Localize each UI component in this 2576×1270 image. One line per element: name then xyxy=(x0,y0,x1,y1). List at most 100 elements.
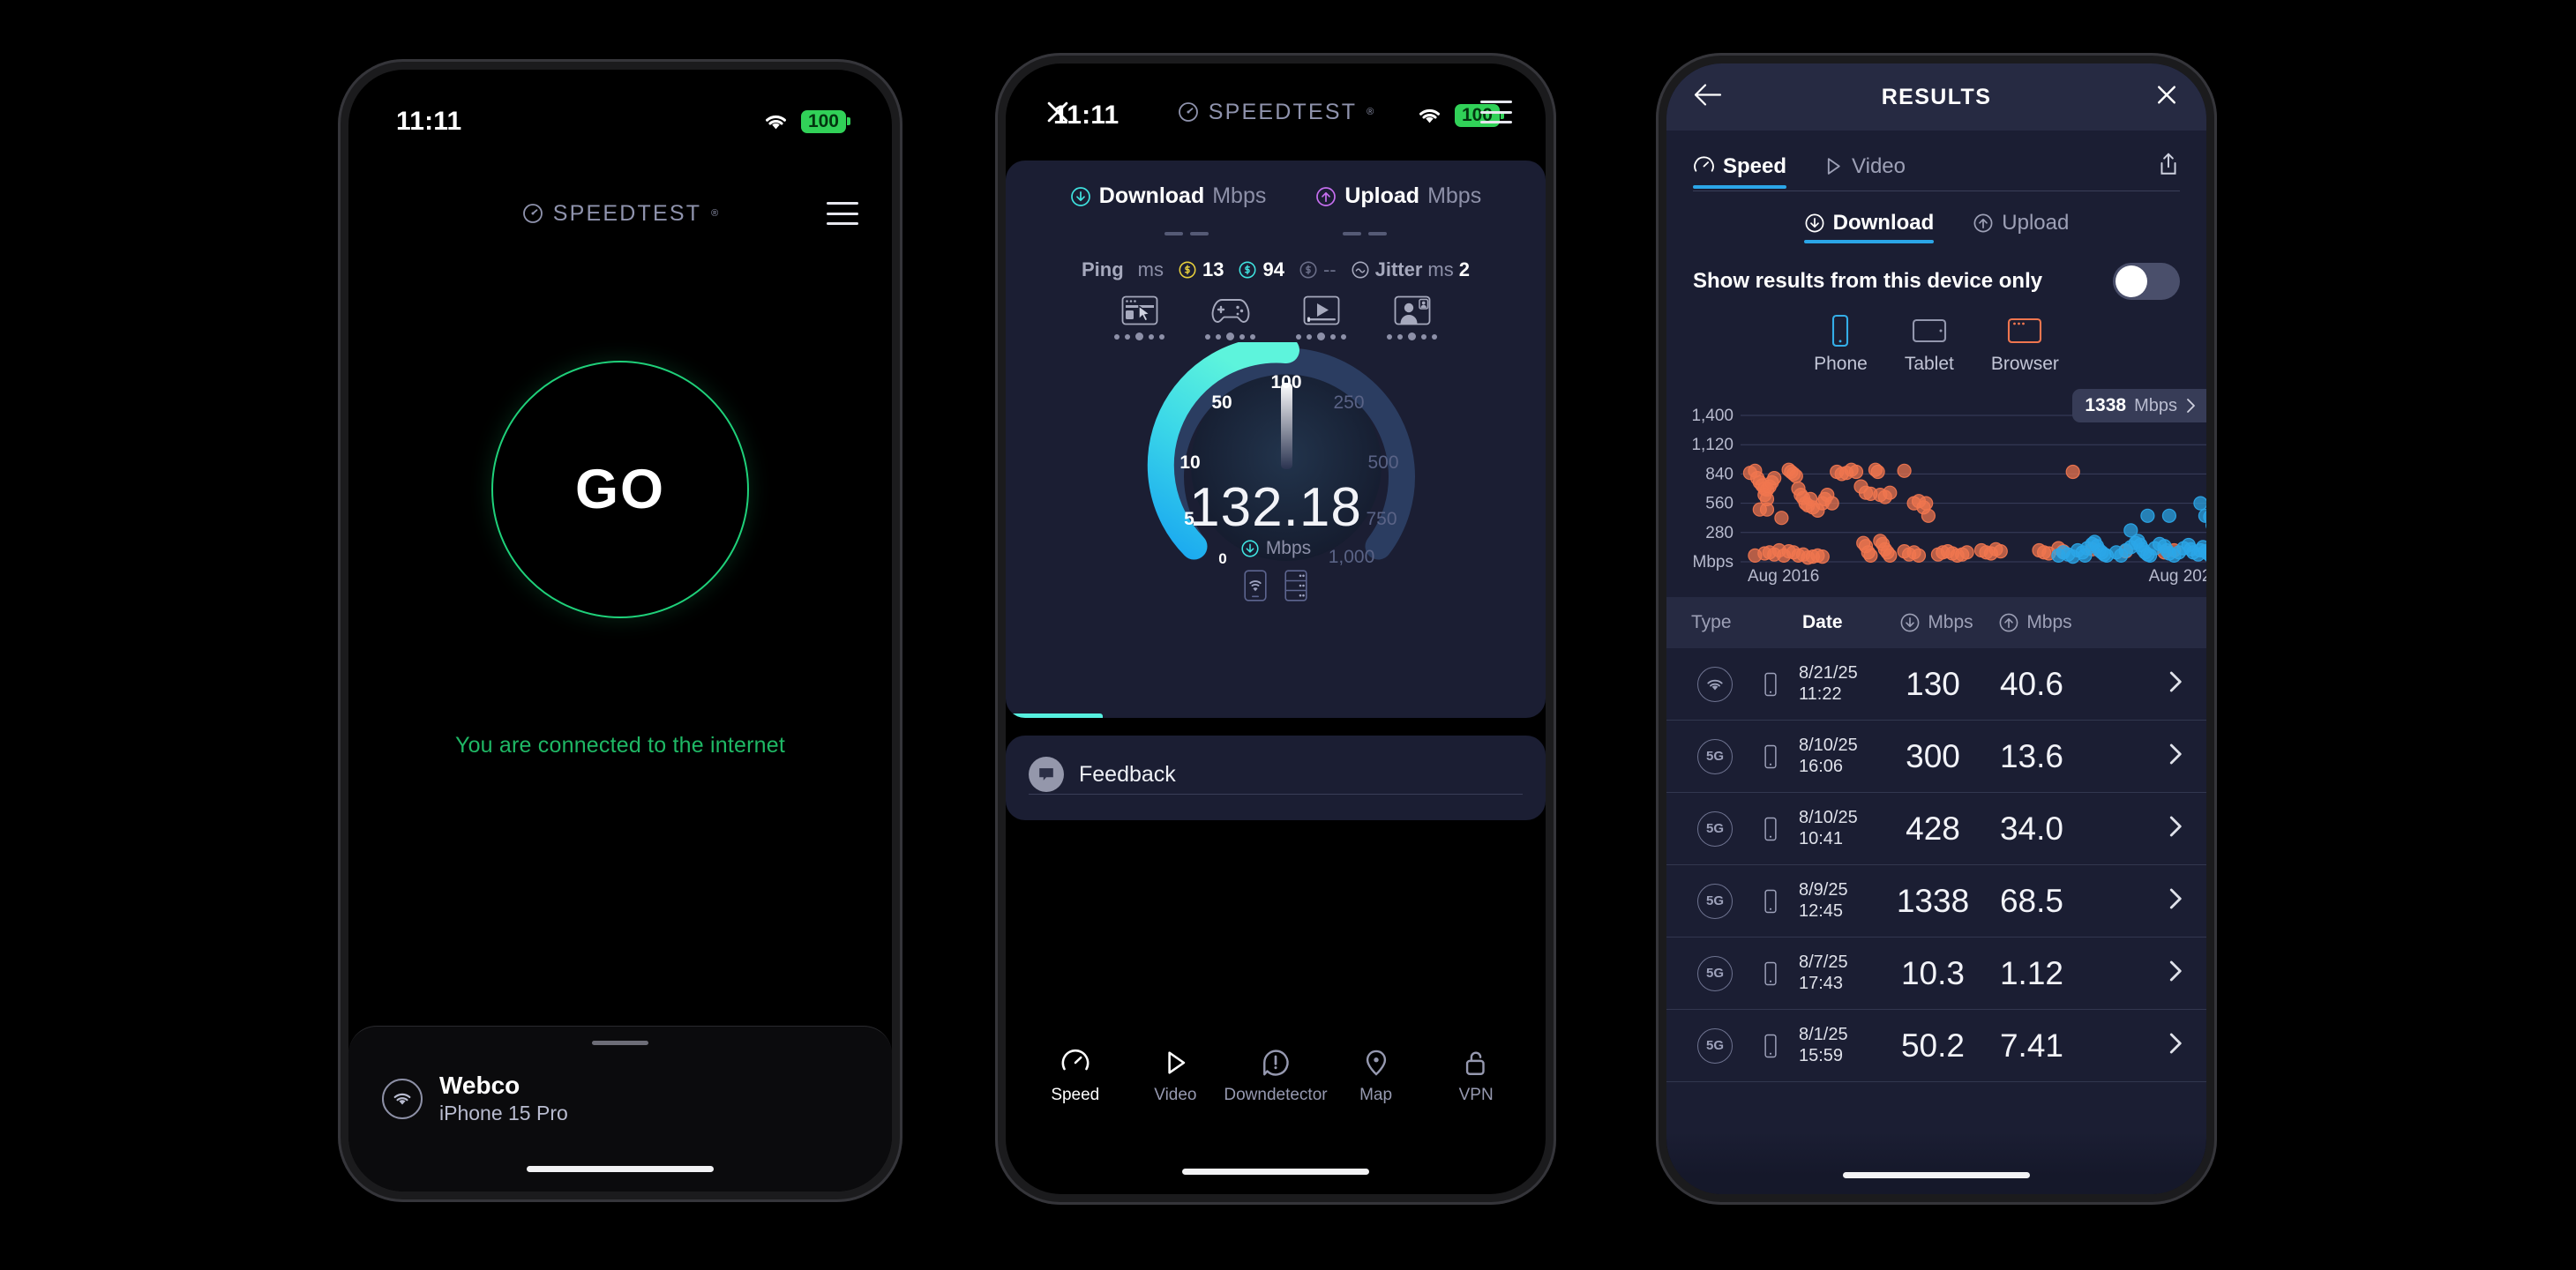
gauge-unit: Mbps xyxy=(1265,538,1312,558)
tab-vpn[interactable]: VPN xyxy=(1427,1048,1525,1105)
server-panel[interactable]: Webco iPhone 15 Pro xyxy=(348,1026,892,1192)
y-tick-label: Mbps xyxy=(1693,553,1734,572)
values-row xyxy=(1006,232,1546,235)
y-tick-label: 1,120 xyxy=(1691,436,1734,454)
result-date: 8/9/25 xyxy=(1799,879,1848,900)
table-row[interactable]: 5G 8/10/25 10:41 428 34.0 xyxy=(1666,793,2206,865)
connection-type-label: 5G xyxy=(1705,893,1724,908)
gauge-tick-10: 10 xyxy=(1179,452,1200,473)
tab-downdetector[interactable]: Downdetector xyxy=(1224,1048,1328,1105)
tab-speed[interactable]: Speed xyxy=(1693,154,1787,189)
phone-icon xyxy=(1764,1034,1777,1057)
feedback-card[interactable]: Feedback xyxy=(1006,736,1546,820)
result-time: 12:45 xyxy=(1799,900,1844,921)
table-row[interactable]: 5G 8/10/25 16:06 300 13.6 xyxy=(1666,721,2206,793)
wifi-icon xyxy=(1419,108,1440,123)
hamburger-menu-icon[interactable] xyxy=(1480,101,1512,123)
device-filter-label: Browser xyxy=(1990,354,2059,374)
cell-upload: 7.41 xyxy=(1999,1027,2063,1064)
results-tabs: Speed Video xyxy=(1666,131,2206,190)
cell-upload: 1.12 xyxy=(1999,954,2063,991)
chevron-right-icon[interactable] xyxy=(2168,813,2190,844)
col-header-upload[interactable]: Mbps xyxy=(1986,612,2085,633)
rating-dots xyxy=(1205,332,1255,340)
col-header-download-label: Mbps xyxy=(1928,612,1973,632)
tab-label: Upload xyxy=(2002,211,2070,235)
cellular-5g-icon: 5G xyxy=(1697,1027,1733,1064)
connection-type-label: 5G xyxy=(1705,821,1724,836)
y-tick-label: 280 xyxy=(1705,524,1734,542)
chevron-right-icon xyxy=(2187,399,2195,413)
chevron-right-icon[interactable] xyxy=(2168,958,2190,989)
col-header-date[interactable]: Date xyxy=(1802,612,1843,632)
rating-dots xyxy=(1387,332,1437,340)
chevron-right-icon[interactable] xyxy=(2168,885,2190,916)
tab-speed[interactable]: Speed xyxy=(1026,1048,1125,1105)
table-row[interactable]: 5G 8/7/25 17:43 10.3 1.12 xyxy=(1666,938,2206,1010)
y-tick-label: 1,400 xyxy=(1691,407,1734,425)
ping-idle-value: 13 xyxy=(1202,258,1224,280)
scatter-point xyxy=(1848,464,1864,480)
download-label: Download xyxy=(1098,183,1205,208)
phone-icon xyxy=(1764,744,1777,768)
trademark: ® xyxy=(711,208,719,219)
cell-type: 5G xyxy=(1688,883,1742,919)
phone-3-screen: RESULTS Speed xyxy=(1666,64,2206,1194)
cell-type: 5G xyxy=(1688,738,1742,774)
scatter-point xyxy=(1824,496,1839,511)
cell-date: 8/7/25 17:43 xyxy=(1799,952,1883,994)
hamburger-menu-icon[interactable] xyxy=(827,202,858,225)
chart-max-unit: Mbps xyxy=(2134,395,2177,415)
col-header-download[interactable]: Mbps xyxy=(1887,612,1986,633)
close-icon[interactable] xyxy=(2153,82,2180,113)
close-icon[interactable] xyxy=(1043,97,1073,127)
share-icon[interactable] xyxy=(2157,152,2180,190)
chart-max-badge[interactable]: 1338 Mbps xyxy=(2072,389,2206,422)
cell-type: 5G xyxy=(1688,1027,1742,1064)
tab-upload[interactable]: Upload xyxy=(1973,211,2069,243)
speedtest-logo: SPEEDTEST ® xyxy=(1178,100,1374,125)
tab-video[interactable]: Video xyxy=(1822,154,1906,189)
jitter-icon xyxy=(1352,261,1369,279)
gauge-tick-5: 5 xyxy=(1184,509,1194,529)
drag-handle[interactable] xyxy=(592,1041,648,1045)
scatter-point xyxy=(1919,496,1934,511)
table-row[interactable]: 5G 8/1/25 15:59 50.2 7.41 xyxy=(1666,1010,2206,1082)
home-indicator xyxy=(527,1166,714,1172)
phone-1-screen: 11:11 100 SPEEDT xyxy=(348,70,892,1192)
download-value xyxy=(1164,232,1209,235)
table-row[interactable]: 5G 8/9/25 12:45 1338 68.5 xyxy=(1666,865,2206,938)
scatter-plot: Mbps 280 560 840 1,120 1,400 Aug 2016 Aug 2025 xyxy=(1691,407,2206,586)
chevron-right-icon[interactable] xyxy=(2168,741,2190,772)
cell-date: 8/1/25 15:59 xyxy=(1799,1025,1883,1066)
arrow-left-icon[interactable] xyxy=(1693,82,1723,113)
device-filter-tablet[interactable]: Tablet xyxy=(1905,314,1954,375)
latency-upload-icon xyxy=(1299,261,1317,279)
download-label-group: Download Mbps xyxy=(1070,183,1266,209)
device-filter-browser[interactable]: Browser xyxy=(1991,314,2059,375)
upload-unit: Mbps xyxy=(1427,183,1482,208)
tab-map[interactable]: Map xyxy=(1327,1048,1426,1105)
device-filter-label: Phone xyxy=(1814,354,1868,374)
gauge-tick-50: 50 xyxy=(1211,392,1232,413)
upload-value xyxy=(1343,232,1387,235)
chevron-right-icon[interactable] xyxy=(2168,669,2190,699)
speed-history-chart[interactable]: 1338 Mbps Mbps 280 560 840 1,120 1,400 Aug 201… xyxy=(1666,389,2206,597)
upload-arrow-icon xyxy=(1316,186,1337,206)
chevron-right-icon[interactable] xyxy=(2168,1030,2190,1061)
go-button[interactable]: GO xyxy=(491,361,749,618)
device-filter-phone[interactable]: Phone xyxy=(1814,314,1868,375)
device-filter-toggle[interactable] xyxy=(2113,263,2180,300)
tab-video[interactable]: Video xyxy=(1126,1048,1224,1105)
chart-max-value: 1338 xyxy=(2085,395,2127,415)
table-row[interactable]: 8/21/25 11:22 130 40.6 xyxy=(1666,648,2206,721)
tab-download[interactable]: Download xyxy=(1803,211,1934,243)
cell-download: 50.2 xyxy=(1900,1027,1965,1064)
trademark: ® xyxy=(1367,107,1374,117)
ping-jitter-row: Ping ms 13 94 xyxy=(1006,258,1546,281)
speedometer-icon xyxy=(1694,156,1714,172)
scatter-point xyxy=(2193,496,2206,511)
col-header-type[interactable]: Type xyxy=(1691,612,1732,632)
cell-device xyxy=(1742,743,1799,771)
server-icon xyxy=(1284,570,1307,601)
